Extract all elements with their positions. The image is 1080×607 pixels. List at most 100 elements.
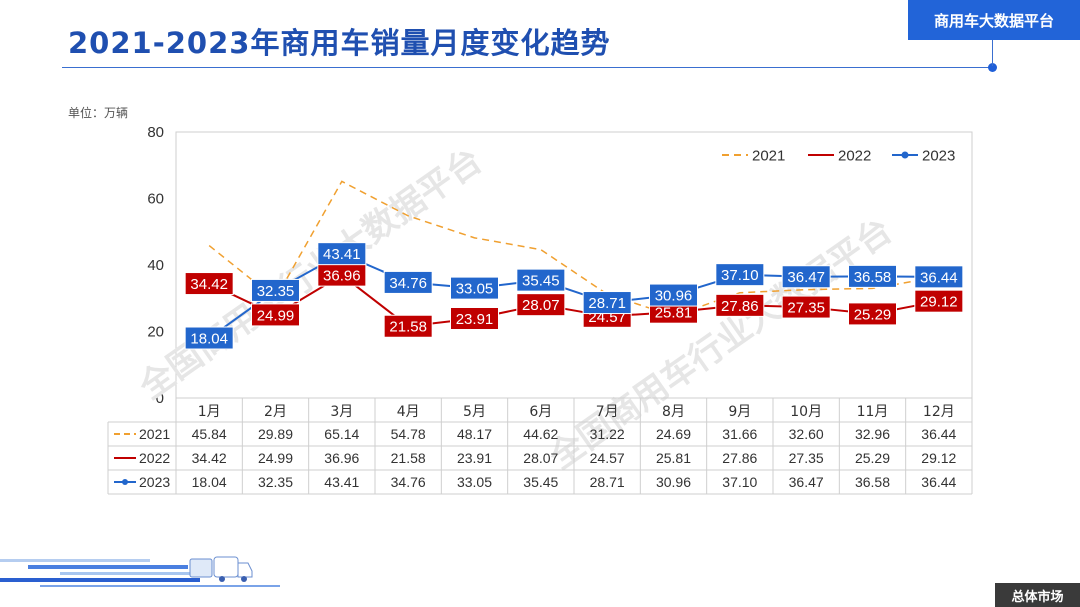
table-cell: 36.96: [324, 450, 359, 466]
table-series-name: 2021: [139, 426, 170, 442]
data-label-2022: 24.99: [257, 307, 295, 324]
data-label-2023: 18.04: [190, 331, 228, 348]
data-label-box-2022: [914, 289, 964, 313]
data-label-box-2022: [781, 295, 831, 319]
data-label-2022: 25.29: [854, 306, 892, 323]
x-tick-label: 5月: [463, 404, 486, 420]
title-bar: 2021-2023年商用车销量月度变化趋势: [68, 20, 610, 62]
x-tick-label: 4月: [397, 404, 420, 420]
table-cell: 23.91: [457, 450, 492, 466]
legend-marker-2023: [901, 151, 909, 159]
unit-label: 单位：万辆: [68, 106, 129, 120]
table-cell: 28.71: [590, 474, 625, 490]
y-tick-label: 80: [147, 124, 164, 141]
data-label-2023: 30.96: [655, 288, 693, 305]
table-cell: 27.35: [789, 450, 824, 466]
table-cell: 34.42: [192, 450, 227, 466]
data-label-2023: 35.45: [522, 273, 560, 290]
table-cell: 31.66: [722, 426, 757, 442]
table-cell: 35.45: [523, 474, 558, 490]
data-label-box-2023: [715, 263, 765, 287]
data-label-2023: 34.76: [389, 275, 427, 292]
x-tick-label: 2月: [264, 404, 287, 420]
data-label-box-2023: [184, 326, 234, 350]
table-cell: 36.47: [789, 474, 824, 490]
table-cell: 36.44: [921, 474, 956, 490]
table-cell: 36.44: [921, 426, 956, 442]
data-label-box-2023: [582, 291, 632, 315]
data-label-2022: 36.96: [323, 268, 361, 285]
brand-badge: 商用车大数据平台: [908, 0, 1080, 40]
x-tick-label: 6月: [529, 404, 552, 420]
page-title: 2021-2023年商用车销量月度变化趋势: [68, 26, 611, 60]
table-cell: 32.96: [855, 426, 890, 442]
table-key-marker-2023: [122, 479, 128, 485]
x-tick-label: 9月: [728, 404, 751, 420]
x-tick-label: 10月: [790, 404, 822, 420]
table-cell: 31.22: [590, 426, 625, 442]
table-cell: 54.78: [391, 426, 426, 442]
data-label-2023: 36.58: [854, 269, 892, 286]
data-label-2023: 36.47: [787, 269, 825, 286]
y-tick-label: 0: [156, 390, 164, 407]
x-tick-label: 7月: [596, 404, 619, 420]
data-label-box-2023: [450, 276, 499, 300]
data-label-2023: 33.05: [456, 281, 494, 298]
data-label-box-2023: [649, 283, 698, 307]
x-tick-label: 12月: [923, 404, 955, 420]
data-label-box-2022: [251, 303, 300, 327]
data-label-2022: 21.58: [389, 319, 427, 336]
truck-decoration-icon: [0, 556, 280, 587]
data-label-2022: 27.35: [787, 300, 825, 317]
x-tick-label: 11月: [857, 404, 889, 420]
data-label-box-2023: [516, 268, 566, 292]
table-cell: 45.84: [192, 426, 227, 442]
data-label-box-2023: [914, 265, 964, 289]
data-label-box-2022: [383, 314, 433, 338]
x-tick-label: 3月: [330, 404, 353, 420]
y-tick-label: 40: [147, 257, 164, 274]
table-cell: 25.81: [656, 450, 691, 466]
footer-tag: 总体市场: [995, 583, 1080, 607]
legend-label-2021: 2021: [752, 148, 785, 165]
table-cell: 43.41: [324, 474, 359, 490]
data-label-2022: 23.91: [456, 311, 494, 328]
data-label-2023: 28.71: [588, 295, 626, 312]
table-series-name: 2023: [139, 474, 170, 490]
title-rule-dot: [988, 63, 997, 72]
legend-label-2023: 2023: [922, 148, 955, 165]
table-cell: 27.86: [722, 450, 757, 466]
data-label-2023: 37.10: [721, 267, 759, 284]
table-cell: 32.60: [789, 426, 824, 442]
data-label-box-2022: [516, 293, 566, 317]
table-cell: 25.29: [855, 450, 890, 466]
legend-label-2022: 2022: [838, 148, 871, 165]
data-label-box-2022: [848, 302, 897, 326]
data-label-2022: 27.86: [721, 298, 759, 315]
data-label-box-2023: [781, 265, 831, 289]
table-cell: 24.69: [656, 426, 691, 442]
table-cell: 65.14: [324, 426, 359, 442]
y-tick-label: 20: [147, 324, 164, 341]
y-tick-label: 60: [147, 191, 164, 208]
table-cell: 28.07: [523, 450, 558, 466]
data-label-box-2022: [715, 293, 765, 317]
table-cell: 18.04: [192, 474, 227, 490]
data-label-2023: 43.41: [323, 246, 361, 263]
table-cell: 37.10: [722, 474, 757, 490]
table-cell: 34.76: [391, 474, 426, 490]
series-line-2021: [208, 180, 939, 317]
table-cell: 33.05: [457, 474, 492, 490]
data-label-2022: 29.12: [920, 294, 958, 311]
table-cell: 32.35: [258, 474, 293, 490]
data-label-2023: 32.35: [257, 283, 295, 300]
data-label-box-2023: [251, 278, 300, 302]
table-cell: 21.58: [391, 450, 426, 466]
data-label-2022: 28.07: [522, 297, 560, 314]
table-cell: 29.89: [258, 426, 293, 442]
table-cell: 24.99: [258, 450, 293, 466]
data-label-2022: 25.81: [655, 305, 693, 322]
data-label-box-2023: [317, 242, 367, 266]
table-cell: 30.96: [656, 474, 691, 490]
